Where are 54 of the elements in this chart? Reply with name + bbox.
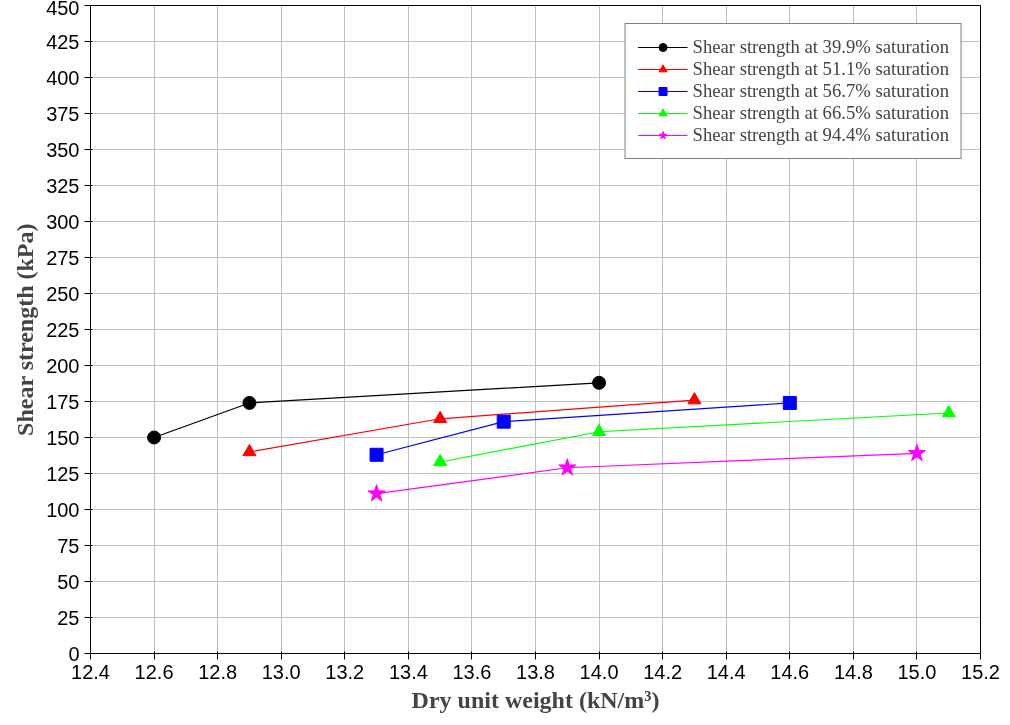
y-tick-label: 225	[46, 318, 80, 341]
legend-label: Shear strength at 56.7% saturation	[692, 80, 949, 102]
point	[242, 443, 257, 457]
legend-label: Shear strength at 51.1% saturation	[692, 58, 949, 80]
x-tick-label: 13.4	[388, 660, 428, 683]
x-tick-label: 13.6	[452, 660, 492, 683]
y-tick-label: 450	[46, 0, 80, 19]
point	[558, 458, 577, 476]
y-tick-label: 350	[46, 138, 80, 161]
x-tick-label: 13.0	[261, 660, 301, 683]
y-tick-label: 175	[46, 390, 80, 413]
y-tick-label: 100	[46, 498, 80, 521]
y-axis-title: Shear strength (kPa)	[12, 223, 39, 436]
x-tick-label: 14.6	[770, 660, 810, 683]
x-tick-label: 12.6	[134, 660, 174, 683]
x-tick-label: 15.0	[897, 660, 937, 683]
y-tick-label: 200	[46, 354, 80, 377]
y-tick-label: 150	[46, 426, 80, 449]
y-tick-label: 25	[57, 606, 80, 629]
point	[433, 410, 448, 424]
point	[147, 430, 162, 445]
point	[367, 484, 386, 502]
point	[941, 405, 956, 418]
y-tick-label: 250	[46, 282, 80, 305]
point	[369, 447, 384, 462]
point	[242, 395, 257, 410]
legend-label: Shear strength at 39.9% saturation	[692, 36, 949, 58]
point	[907, 443, 926, 462]
y-tick-label: 75	[57, 534, 80, 557]
x-tick-label: 14.4	[706, 660, 746, 683]
point	[782, 395, 797, 410]
x-tick-label: 14.0	[579, 660, 619, 683]
point	[687, 392, 702, 405]
x-tick-label: 15.2	[961, 660, 1000, 683]
legend-label: Shear strength at 66.5% saturation	[692, 102, 949, 124]
point	[433, 453, 448, 467]
legend-label: Shear strength at 94.4% saturation	[692, 124, 949, 146]
y-tick-label: 400	[46, 66, 80, 89]
y-tick-label: 375	[46, 102, 80, 125]
point	[496, 414, 511, 429]
y-tick-label: 50	[57, 570, 80, 593]
x-tick-label: 13.8	[516, 660, 555, 683]
x-tick-label: 13.2	[325, 660, 365, 683]
y-tick-label: 275	[46, 246, 80, 269]
x-tick-label: 14.2	[643, 660, 683, 683]
x-tick-label: 12.8	[198, 660, 238, 683]
y-tick-label: 125	[46, 462, 80, 485]
point	[592, 375, 607, 390]
y-tick-label: 325	[46, 174, 80, 197]
y-tick-label: 425	[46, 30, 80, 53]
x-axis-title: Dry unit weight (kN/m³)	[411, 686, 660, 713]
x-tick-label: 14.8	[833, 660, 873, 683]
y-tick-label: 300	[46, 210, 80, 233]
point	[592, 423, 607, 436]
